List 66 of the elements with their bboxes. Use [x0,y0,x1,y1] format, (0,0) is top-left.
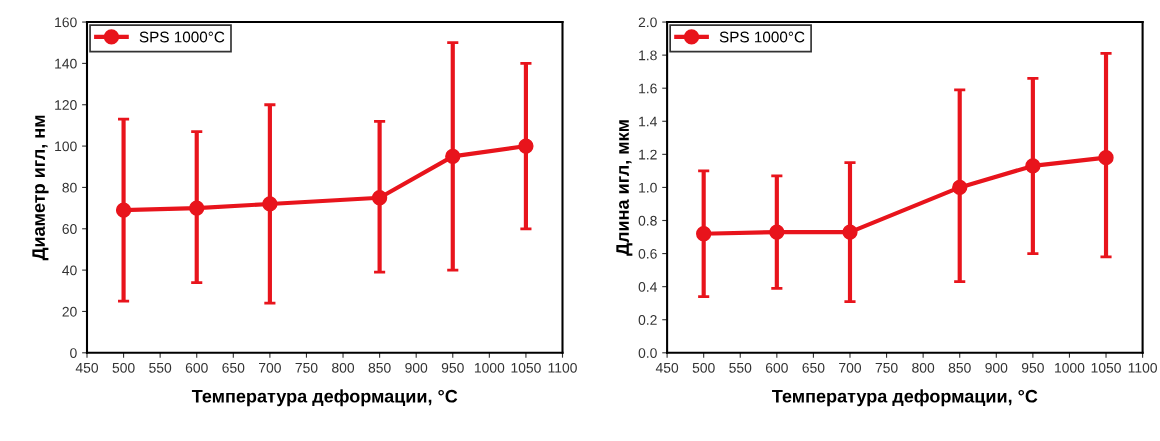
y-tick-label: 0 [70,348,77,358]
y-tick-label: 1.0 [639,182,657,193]
x-tick-label: 800 [332,362,355,373]
point [1025,158,1041,174]
x-tick-label: 750 [875,362,898,373]
y-tick-label: 160 [55,17,77,28]
y-tick-label: 1.8 [639,50,657,61]
y-tick-label: 2.0 [638,17,657,28]
point [371,190,388,206]
x-tick-label: 600 [765,362,788,373]
point [445,148,461,165]
x-tick-label: 850 [368,362,391,373]
x-tick-label: 600 [185,362,208,373]
y-tick-label: 1.6 [639,83,657,94]
x-tick-label: 800 [912,362,935,373]
x-tick-label: 500 [112,362,135,373]
x-tick-label: 650 [222,362,245,373]
y-tick-label: 0.8 [638,215,657,226]
x-tick-label: 1000 [1055,362,1085,373]
y-axis-title: Длина игл, мкм [616,120,633,256]
x-tick-label: 1050 [1091,362,1121,373]
y-tick-label: 0.2 [638,315,657,325]
x-tick-label: 900 [405,362,428,373]
x-tick-label: 950 [441,362,464,373]
x-axis-title: Температура деформации, °C [772,389,1038,407]
legend-label: SPS 1000°C [719,31,805,43]
point [115,202,132,218]
x-tick-label: 950 [1021,362,1044,373]
x-tick-label: 1050 [511,362,541,373]
y-tick-label: 80 [62,182,77,193]
y-tick-label: 120 [55,100,77,110]
x-tick-label: 1100 [1128,362,1157,373]
y-tick-label: 0.0 [638,348,657,358]
point [952,179,968,196]
y-tick-label: 40 [62,265,77,276]
point [769,224,785,240]
y-tick-label: 100 [55,141,77,152]
point [696,226,712,242]
x-tick-label: 450 [75,362,99,373]
point [189,200,205,216]
x-tick-label: 500 [692,362,715,373]
x-tick-label: 900 [985,362,1008,373]
y-tick-label: 1.4 [639,116,657,127]
x-tick-label: 1000 [474,362,505,373]
x-axis-title: Температура деформации, °C [191,389,458,407]
y-tick-label: 60 [62,224,77,234]
y-tick-label: 0.6 [638,248,657,259]
point [262,196,278,212]
x-tick-label: 1100 [548,362,577,373]
y-tick-label: 0.4 [638,281,657,292]
x-tick-label: 450 [655,362,679,373]
y-tick-label: 1.2 [639,149,657,160]
x-tick-label: 550 [149,362,172,373]
point [1098,150,1114,166]
y-tick-label: 20 [62,306,77,317]
x-tick-label: 550 [729,362,752,373]
point [842,224,858,240]
x-tick-label: 850 [948,362,971,373]
x-tick-label: 650 [802,362,825,373]
x-tick-label: 750 [295,362,318,373]
y-axis-title: Диаметр игл, нм [32,115,49,261]
legend-label: SPS 1000°C [139,31,225,43]
point [518,138,534,154]
x-tick-label: 700 [839,362,862,373]
x-tick-label: 700 [259,362,281,373]
y-tick-label: 140 [55,58,77,69]
